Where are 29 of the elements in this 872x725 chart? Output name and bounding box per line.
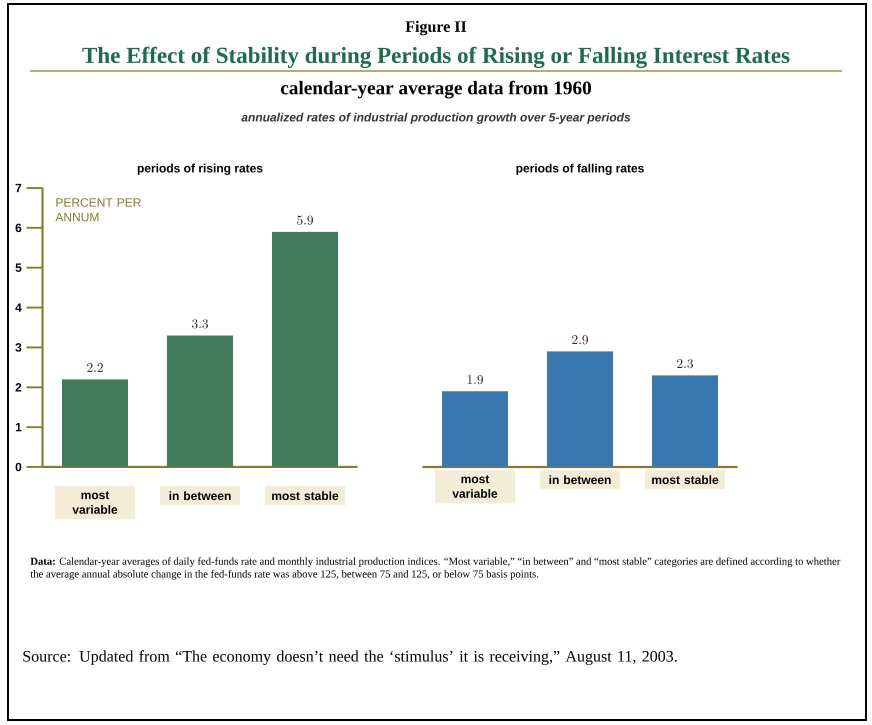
data-label: 2.2: [87, 363, 103, 372]
y-tick-label: 1: [16, 423, 22, 432]
y-tick-label: 6: [16, 224, 22, 232]
x-tick-label: most stable: [272, 491, 338, 500]
data-label: 2.9: [572, 335, 588, 344]
x-tick-label: most stable: [652, 475, 718, 484]
y-tick-label: 3: [15, 343, 22, 352]
data-label: 2.3: [677, 359, 693, 368]
y-axis-title: PERCENT PER ANNUM: [55, 198, 141, 222]
text: Figure II: [406, 20, 466, 36]
source-note: Source: Updated from “The economy doesn’t need the ‘stimulus’ it is receiving,” August 11, 2003.: [23, 650, 677, 665]
chart-title: periods of falling rates: [516, 164, 644, 175]
data-label: 5.9: [297, 216, 313, 225]
x-tick-label: most variable: [72, 491, 118, 514]
y-tick-label: 7: [16, 184, 22, 192]
text: calendar-year average data from 1960: [280, 80, 591, 98]
text: Data: Calendar-year averages of daily fed-funds rate and monthly industrial production indices. “Most variable,” “in between” and “most stable” categories are defined according to whether the average annual absolute change in the fed-funds rate was above 125, between 75 and 125, or below 75 basis points.: [30, 557, 840, 580]
x-tick-label: most variable: [452, 475, 498, 498]
x-tick-label: in between: [550, 475, 611, 484]
data-label: 3.3: [192, 319, 208, 328]
text: The Effect of Stability during Periods of Rising or Falling Interest Rates: [82, 46, 790, 68]
y-tick-label: 0: [16, 462, 22, 472]
text: annualized rates of industrial production growth over 5-year periods: [241, 112, 630, 124]
x-tick-label: in between: [170, 491, 231, 500]
chart-title: periods of rising rates: [138, 164, 263, 175]
y-tick-label: 5: [16, 264, 22, 272]
data-label: 1 .9: [468, 375, 483, 384]
y-tick-label: 2: [16, 383, 22, 392]
y-tick-label: 4: [15, 303, 22, 312]
